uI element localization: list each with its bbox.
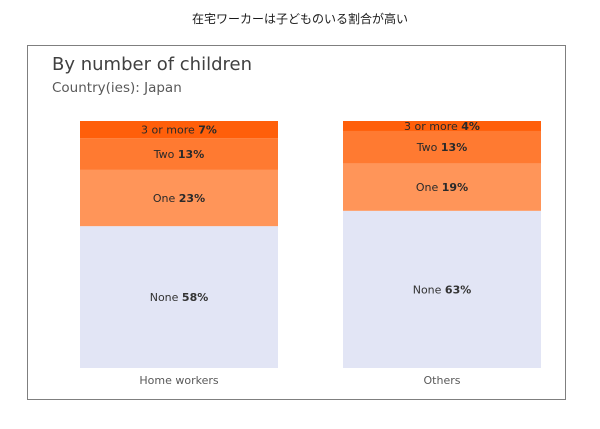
data-label-two-others: Two 13% [416, 141, 467, 154]
bar-segment-3-or-more-home-workers [80, 121, 278, 139]
data-label-3-or-more-home-workers: 3 or more 7% [141, 124, 217, 137]
data-label-one-others: One 19% [416, 181, 468, 194]
data-label-none-others: None 63% [413, 283, 472, 296]
data-label-one-home-workers: One 23% [153, 192, 205, 205]
bar-segment-two-home-workers [80, 138, 278, 170]
bar-segment-one-home-workers [80, 169, 278, 227]
data-label-none-home-workers: None 58% [150, 291, 209, 304]
chart-frame: By number of children Country(ies): Japa… [27, 45, 566, 400]
data-label-two-home-workers: Two 13% [153, 148, 204, 161]
x-tick-label-others: Others [424, 374, 461, 387]
chart-subtitle: Country(ies): Japan [52, 80, 182, 96]
chart-title: By number of children [52, 54, 252, 75]
stacked-bar-chart: None 58% One 23% Two 13% 3 or more 7% Home w… [80, 120, 541, 387]
bar-segment-none-home-workers [80, 226, 278, 368]
x-tick-label-home-workers: Home workers [139, 374, 218, 387]
bar-segment-one-others [343, 163, 541, 211]
bar-segment-3-or-more-others [343, 121, 541, 131]
page-caption: 在宅ワーカーは子どものいる割合が高い [191, 12, 408, 26]
bar-segment-none-others [343, 210, 541, 368]
bar-segment-two-others [343, 130, 541, 164]
data-label-3-or-more-others: 3 or more 4% [404, 120, 480, 133]
